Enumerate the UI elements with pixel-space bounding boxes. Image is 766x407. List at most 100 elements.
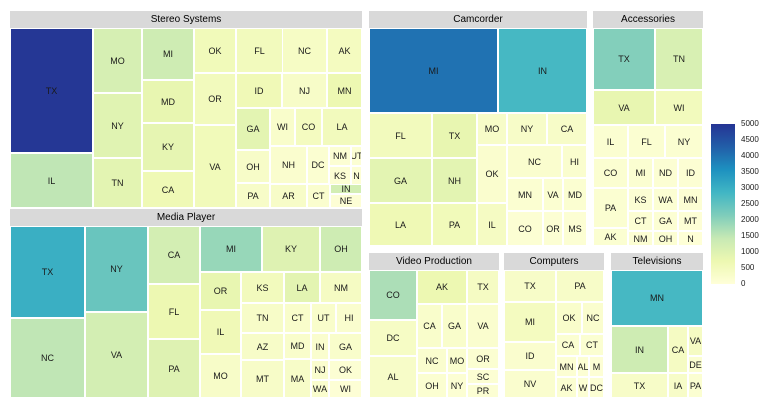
cell-accessories-va: VA <box>593 90 655 125</box>
cell-televisions-ca: CA <box>668 326 688 373</box>
cell-computers-pa: PA <box>556 270 604 302</box>
cell-camcorder-va: VA <box>543 178 563 211</box>
cell-stereo-systems-ne: NE <box>330 194 362 208</box>
cell-computers-ok: OK <box>556 302 582 334</box>
cell-media-player-mt: MT <box>241 360 284 398</box>
cell-computers-ak: AK <box>556 377 577 398</box>
cell-stereo-systems-mn: MN <box>327 73 362 108</box>
cell-televisions-mn: MN <box>611 270 703 326</box>
cell-computers-mn: MN <box>556 356 577 377</box>
cell-accessories-tn: TN <box>655 28 703 90</box>
cell-computers-mi: MI <box>504 302 556 342</box>
cell-camcorder-ny: NY <box>507 113 547 145</box>
panel-computers: Computers TX PA MI OK NC ID CA CT NV MN AL M AK W DC <box>504 253 604 398</box>
panel-title-stereo-systems: Stereo Systems <box>10 11 362 28</box>
cell-video-production-ny: NY <box>447 373 467 398</box>
cell-televisions-de: DE <box>688 356 703 373</box>
cell-media-player-hi: HI <box>336 303 362 333</box>
cell-accessories-ak: AK <box>593 228 628 246</box>
panel-title-accessories: Accessories <box>593 11 703 28</box>
cell-camcorder-mn: MN <box>507 178 543 211</box>
cell-camcorder-tx: TX <box>432 113 477 158</box>
legend-tick-4000: 4000 <box>741 151 759 160</box>
cell-media-player-il: IL <box>200 310 241 354</box>
cell-camcorder-pa: PA <box>432 203 477 246</box>
cell-accessories-il: IL <box>593 125 628 158</box>
cell-camcorder-la: LA <box>369 203 432 246</box>
cell-video-production-ak: AK <box>417 270 467 304</box>
cell-media-player-ut: UT <box>311 303 336 333</box>
legend-tick-5000: 5000 <box>741 119 759 128</box>
cell-camcorder-mi: MI <box>369 28 498 113</box>
cell-accessories-tx: TX <box>593 28 655 90</box>
cell-media-player-tx: TX <box>10 226 85 318</box>
panel-cells-accessories: TX TN VA WI IL FL NY CO MI ND ID KS WA MN PA CT GA MT AK NM… <box>593 28 703 246</box>
cell-televisions-va: VA <box>688 326 703 356</box>
cell-computers-al: AL <box>577 356 589 377</box>
cell-stereo-systems-nm: NM <box>329 146 351 166</box>
cell-media-player-in: IN <box>311 333 329 360</box>
legend-tick-0: 0 <box>741 279 746 288</box>
cell-camcorder-mo: MO <box>477 113 507 145</box>
legend-tick-4500: 4500 <box>741 135 759 144</box>
cell-televisions-tx: TX <box>611 373 668 398</box>
cell-media-player-oh: OH <box>320 226 362 272</box>
cell-accessories-mn: MN <box>678 188 703 211</box>
panel-cells-video-production: CO AK TX DC CA GA VA AL NC MO OR OH NY SC PR <box>369 270 499 398</box>
cell-video-production-mo: MO <box>447 348 467 373</box>
panel-title-video-production: Video Production <box>369 253 499 270</box>
cell-camcorder-md: MD <box>563 178 587 211</box>
cell-stereo-systems-n: N <box>351 166 362 185</box>
cell-accessories-mi: MI <box>628 158 653 188</box>
cell-computers-tx: TX <box>504 270 556 302</box>
cell-televisions-ia: IA <box>668 373 688 398</box>
cell-computers-dc: DC <box>589 377 604 398</box>
cell-camcorder-or: OR <box>543 211 563 246</box>
cell-media-player-az: AZ <box>241 333 284 360</box>
cell-media-player-or: OR <box>200 272 241 310</box>
cell-stereo-systems-co: CO <box>295 108 322 146</box>
cell-accessories-id: ID <box>678 158 703 188</box>
legend-tick-2000: 2000 <box>741 215 759 224</box>
cell-media-player-nj: NJ <box>311 360 329 380</box>
cell-media-player-mi: MI <box>200 226 262 272</box>
cell-camcorder-in: IN <box>498 28 587 113</box>
panel-accessories: Accessories TX TN VA WI IL FL NY CO MI ND ID KS WA MN P… <box>593 11 703 246</box>
legend-tick-1500: 1500 <box>741 231 759 240</box>
cell-accessories-co: CO <box>593 158 628 188</box>
cell-stereo-systems-wi: WI <box>270 108 295 146</box>
cell-accessories-ny: NY <box>665 125 703 158</box>
cell-media-player-wi: WI <box>329 380 362 398</box>
cell-accessories-oh: OH <box>653 231 678 246</box>
cell-stereo-systems-ga: GA <box>236 108 270 150</box>
cell-accessories-n: N <box>678 231 703 246</box>
legend-tick-3000: 3000 <box>741 183 759 192</box>
cell-stereo-systems-pa: PA <box>236 183 270 208</box>
cell-computers-m: M <box>589 356 604 377</box>
legend-tick-3500: 3500 <box>741 167 759 176</box>
cell-stereo-systems-ny: NY <box>93 93 142 158</box>
cell-media-player-la: LA <box>284 272 320 303</box>
cell-stereo-systems-mo: MO <box>93 28 142 93</box>
cell-video-production-sc: SC <box>467 369 499 384</box>
panel-cells-computers: TX PA MI OK NC ID CA CT NV MN AL M AK W DC <box>504 270 604 398</box>
panel-cells-media-player: TX NC NY VA CA FL PA MI KY OH OR KS LA NM IL TN CT UT HI AZ… <box>10 226 362 398</box>
cell-stereo-systems-id: ID <box>236 73 282 108</box>
cell-camcorder-hi: HI <box>562 145 587 178</box>
cell-video-production-ga: GA <box>442 304 467 348</box>
cell-stereo-systems-in: IN <box>330 184 362 194</box>
cell-camcorder-co: CO <box>507 211 543 246</box>
cell-computers-ca: CA <box>556 334 580 356</box>
panel-title-televisions: Televisions <box>611 253 703 270</box>
panel-cells-stereo-systems: TX IL MO NY TN MI MD KY CA OK OR VA FL ID NC NJ AK MN GA OH… <box>10 28 362 208</box>
panel-title-media-player: Media Player <box>10 209 362 226</box>
cell-stereo-systems-ar: AR <box>270 184 307 208</box>
cell-video-production-dc: DC <box>369 320 417 356</box>
cell-stereo-systems-ky: KY <box>142 123 194 171</box>
panel-cells-televisions: MN IN CA VA DE TX IA PA <box>611 270 703 398</box>
cell-video-production-nc: NC <box>417 348 447 373</box>
panel-media-player: Media Player TX NC NY VA CA FL PA MI KY OH OR KS LA NM… <box>10 209 362 398</box>
cell-stereo-systems-mi: MI <box>142 28 194 80</box>
cell-video-production-or: OR <box>467 348 499 369</box>
cell-media-player-nc: NC <box>10 318 85 398</box>
